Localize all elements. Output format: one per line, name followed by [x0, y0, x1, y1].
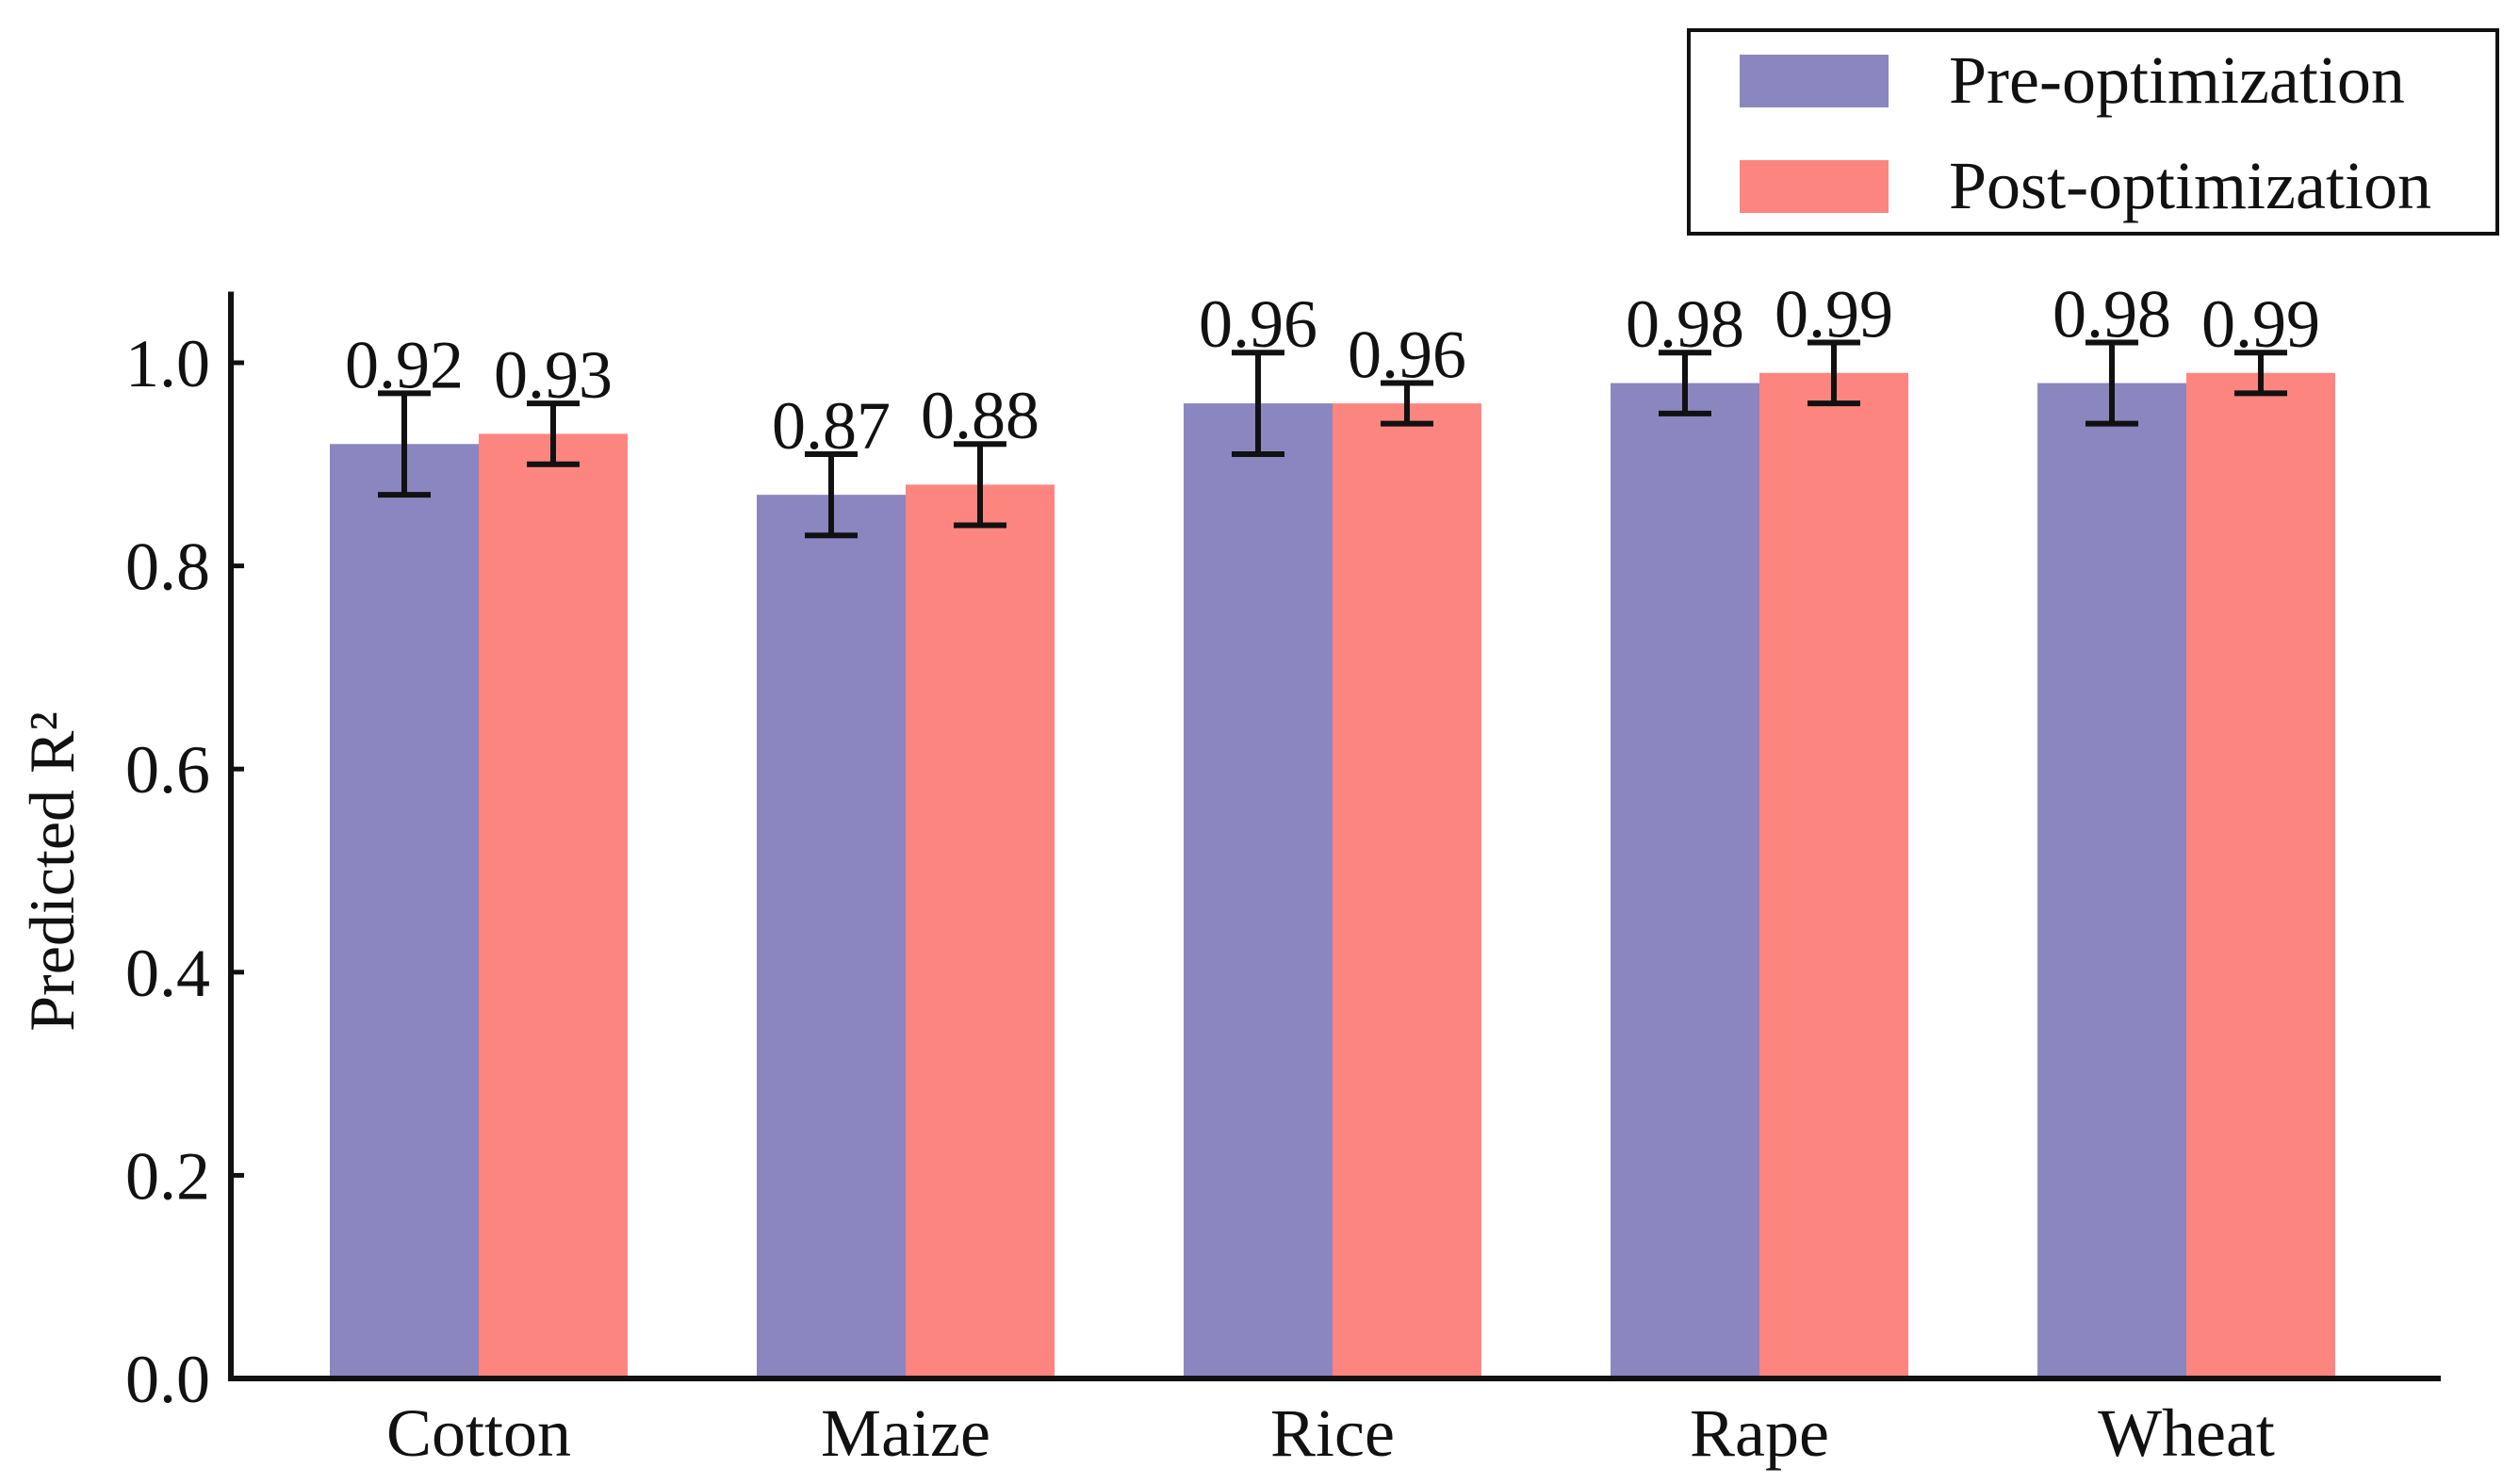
legend-swatch-post: [1740, 160, 1889, 213]
x-tick-label: Cotton: [386, 1395, 571, 1471]
data-label: 0.88: [921, 378, 1039, 453]
bar-rape-post: [1759, 372, 1908, 1378]
data-label: 0.98: [1626, 286, 1744, 362]
data-label: 0.98: [2053, 276, 2171, 351]
bar-maize-post: [906, 484, 1055, 1378]
x-tick-label: Wheat: [2098, 1395, 2275, 1471]
bars-layer: [330, 372, 2335, 1379]
y-tick-label: 0.2: [125, 1138, 210, 1214]
bar-cotton-post: [479, 433, 628, 1379]
data-label: 0.99: [2201, 286, 2320, 362]
data-label: 0.92: [345, 327, 464, 402]
y-axis-label: Predicted R²: [16, 711, 88, 1032]
data-label: 0.96: [1348, 318, 1466, 393]
legend-label-pre: Pre-optimization: [1949, 42, 2405, 118]
bar-rape-pre: [1611, 383, 1759, 1378]
data-label: 0.87: [772, 388, 891, 464]
bar-wheat-post: [2186, 372, 2335, 1378]
x-tick-label: Maize: [821, 1395, 990, 1471]
bar-rice-post: [1333, 403, 1481, 1378]
y-tick-label: 1.0: [125, 326, 210, 401]
y-tick-label: 0.0: [125, 1342, 210, 1417]
data-label: 0.96: [1199, 286, 1317, 362]
data-labels-layer: 0.92 0.93 0.87 0.88 0.96 0.96 0.98 0.99 0.98 0.99: [345, 276, 2320, 464]
data-label: 0.93: [494, 337, 613, 413]
y-tick-label: 0.6: [125, 732, 210, 807]
legend: Pre-optimization Post-optimization: [1687, 28, 2499, 236]
legend-label-post: Post-optimization: [1949, 148, 2431, 223]
bar-wheat-pre: [2037, 383, 2186, 1378]
x-tick-label: Rape: [1690, 1395, 1829, 1471]
bar-rice-pre: [1184, 403, 1333, 1378]
y-tick-label: 0.4: [125, 936, 210, 1011]
bar-cotton-pre: [330, 444, 479, 1378]
bar-maize-pre: [757, 495, 906, 1378]
data-label: 0.99: [1775, 276, 1893, 351]
axes-layer: Cotton Maize Rice Rape Wheat 0.0 0.2 0.4 0.6 0.8 1…: [125, 291, 2441, 1471]
x-tick-label: Rice: [1270, 1395, 1395, 1471]
error-bars-layer: [378, 339, 2287, 539]
legend-swatch-pre: [1740, 55, 1889, 107]
y-tick-label: 0.8: [125, 530, 210, 605]
